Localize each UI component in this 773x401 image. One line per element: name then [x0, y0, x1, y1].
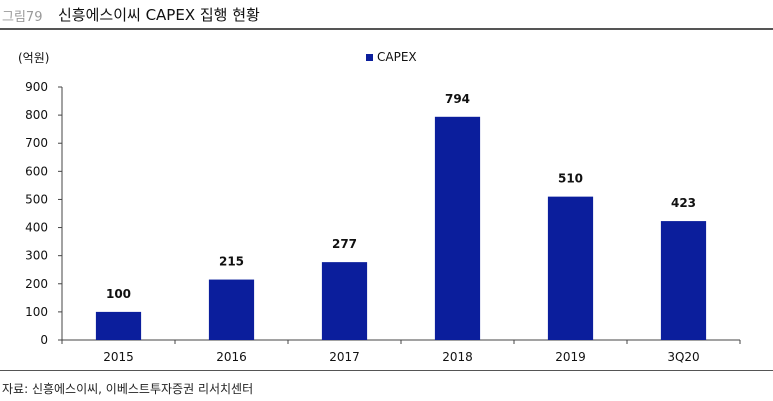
- y-tick-label: 200: [25, 277, 48, 291]
- value-label: 510: [558, 172, 583, 186]
- legend: CAPEX: [366, 50, 417, 64]
- bar-3Q20: [660, 221, 707, 340]
- x-tick-label: 2016: [216, 350, 247, 364]
- x-tick-label: 2015: [103, 350, 134, 364]
- figure-header: 그림79 신흥에스이씨 CAPEX 집행 현황: [0, 0, 773, 30]
- x-tick-label: 3Q20: [667, 350, 699, 364]
- footer-rule: [0, 370, 773, 371]
- value-label: 423: [671, 196, 696, 210]
- bar-2017: [321, 262, 368, 340]
- chart-title: 신흥에스이씨 CAPEX 집행 현황: [58, 6, 260, 24]
- y-tick-label: 500: [25, 192, 48, 206]
- value-labels: 100 215 277 794 510 423: [106, 92, 696, 301]
- y-tick-label: 800: [25, 108, 48, 122]
- y-tick-label: 300: [25, 249, 48, 263]
- y-tick-label: 600: [25, 164, 48, 178]
- x-tick-label: 2019: [555, 350, 586, 364]
- y-tick-label: 0: [40, 333, 48, 347]
- bar-2015: [95, 311, 142, 340]
- y-tick-label: 400: [25, 221, 48, 235]
- figure-number: 그림79: [2, 10, 43, 25]
- unit-label: (억원): [18, 51, 50, 65]
- legend-swatch: [366, 53, 373, 61]
- y-tick-label: 100: [25, 305, 48, 319]
- value-label: 215: [219, 255, 244, 269]
- value-label: 794: [445, 92, 470, 106]
- x-axis: 2015 2016 2017 2018 2019 3Q20: [61, 339, 741, 364]
- x-tick-label: 2018: [442, 350, 473, 364]
- header-rule: [0, 28, 773, 30]
- y-tick-label: 900: [25, 80, 48, 94]
- x-tick-label: 2017: [329, 350, 360, 364]
- legend-label: CAPEX: [377, 50, 417, 64]
- value-label: 100: [106, 287, 131, 301]
- y-axis: 0 100 200 300 400 500 600 700 800 900: [25, 80, 63, 347]
- bar-2018: [434, 116, 481, 340]
- bar-series: [95, 116, 707, 340]
- source-note: 자료: 신흥에스이씨, 이베스트투자증권 리서치센터: [2, 382, 254, 396]
- value-label: 277: [332, 237, 357, 251]
- y-tick-label: 700: [25, 136, 48, 150]
- bar-2019: [547, 196, 594, 340]
- bar-2016: [208, 279, 255, 340]
